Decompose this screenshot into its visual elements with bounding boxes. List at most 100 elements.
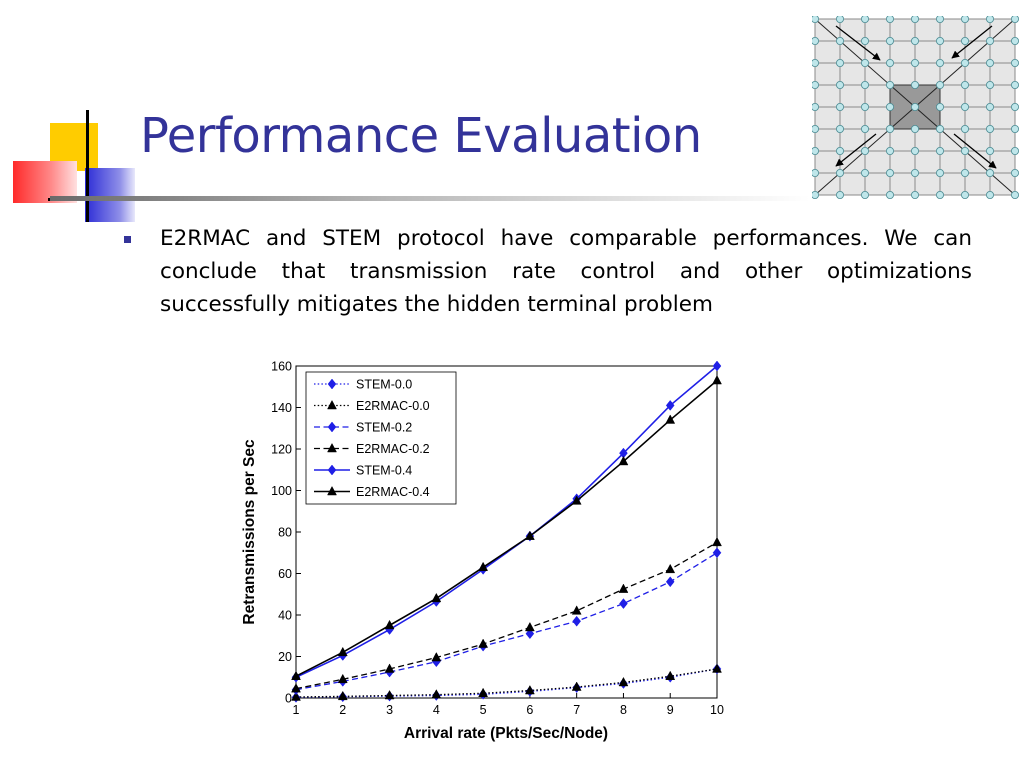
data-point-triangle — [337, 673, 348, 684]
series-line — [295, 365, 718, 678]
grid-node — [985, 36, 994, 45]
legend-label: STEM-0.2 — [356, 421, 412, 435]
grid-node — [812, 37, 819, 45]
legend-entry: STEM-0.0 — [314, 378, 412, 392]
grid-node — [911, 103, 920, 112]
data-point-triangle — [618, 455, 629, 466]
data-point-diamond — [619, 598, 628, 609]
legend-label: E2RMAC-0.4 — [356, 485, 430, 499]
grid-node — [911, 168, 920, 177]
data-point-triangle — [291, 683, 301, 693]
x-tick-label: 4 — [433, 703, 440, 717]
grid-node — [835, 103, 844, 112]
grid-node — [911, 59, 920, 68]
grid-node — [985, 103, 994, 112]
data-point-triangle — [665, 414, 676, 424]
data-point-triangle — [478, 638, 489, 648]
grid-node — [812, 81, 819, 89]
data-point-triangle — [618, 676, 629, 687]
grid-node — [985, 81, 994, 90]
grid-node — [886, 103, 895, 112]
legend-entry: E2RMAC-0.2 — [314, 442, 430, 456]
grid-node — [1010, 146, 1019, 155]
grid-node — [936, 168, 945, 177]
grid-node — [812, 103, 819, 111]
y-tick-label: 120 — [271, 443, 292, 457]
series-line — [295, 379, 718, 677]
grid-node — [886, 16, 894, 23]
grid-node — [812, 169, 819, 177]
grid-node — [812, 125, 819, 133]
grid-node — [911, 190, 920, 199]
grid-node — [1010, 168, 1019, 177]
grid-node — [1010, 125, 1019, 134]
grid-node — [861, 146, 870, 155]
series-line — [295, 668, 718, 698]
data-point-triangle — [478, 561, 489, 572]
grid-node — [1010, 81, 1019, 90]
series-line — [295, 541, 718, 690]
bullet-list: E2RMAC and STEM protocol have comparable… — [122, 222, 972, 321]
grid-node — [1010, 59, 1019, 68]
grid-node — [960, 146, 969, 155]
data-point-diamond — [327, 378, 337, 390]
data-point-diamond — [327, 464, 337, 476]
grid-node — [960, 36, 969, 45]
data-point-triangle — [524, 530, 535, 540]
legend-entry: E2RMAC-0.0 — [314, 399, 430, 413]
deco-vertical-line — [86, 110, 89, 222]
grid-node — [911, 125, 920, 134]
grid-node — [835, 36, 844, 45]
grid-node — [936, 146, 945, 155]
grid-node — [911, 81, 920, 90]
grid-node — [812, 191, 819, 199]
series-e2rmac-0-4 — [291, 374, 722, 680]
grid-node — [886, 36, 895, 45]
grid-node — [985, 168, 994, 177]
data-point-triangle — [384, 689, 395, 700]
data-point-triangle — [384, 663, 395, 673]
retransmission-chart: 0 20 40 60 80 100 120 140 160 1 2 3 4 5 6 7 8 9 10 Arriva… — [241, 360, 724, 743]
grid-node — [861, 36, 870, 45]
grid-node — [936, 16, 944, 23]
grid-node — [960, 125, 969, 134]
data-point-triangle — [327, 442, 337, 453]
grid-node — [886, 190, 895, 199]
data-point-triangle — [665, 563, 676, 574]
legend-entry: STEM-0.2 — [314, 421, 412, 435]
x-tick-label: 8 — [620, 703, 627, 717]
grid-node — [985, 125, 994, 134]
x-tick-label: 9 — [667, 703, 674, 717]
y-tick-label: 140 — [271, 401, 292, 415]
bullet-text: E2RMAC and STEM protocol have comparable… — [160, 226, 972, 317]
y-tick-label: 80 — [278, 526, 292, 540]
y-tick-label: 20 — [278, 650, 292, 664]
grid-node — [911, 16, 919, 23]
grid-node — [886, 125, 895, 134]
grid-node — [1010, 190, 1019, 199]
grid-node — [1010, 103, 1019, 112]
grid-node — [886, 81, 895, 90]
grid-node — [936, 59, 945, 68]
data-point-triangle — [384, 619, 395, 630]
legend-label: E2RMAC-0.0 — [356, 399, 430, 413]
data-point-triangle — [524, 621, 535, 632]
grid-node — [985, 190, 994, 199]
network-grid-diagram-icon — [812, 16, 1019, 199]
y-tick-label: 160 — [271, 360, 292, 374]
data-point-triangle — [571, 681, 582, 691]
grid-node — [861, 125, 870, 134]
data-point-triangle — [712, 536, 722, 547]
legend-box — [305, 371, 457, 505]
grid-node — [985, 146, 994, 155]
y-tick-label: 100 — [271, 484, 292, 498]
legend-label: STEM-0.0 — [356, 378, 412, 392]
x-tick-label: 1 — [293, 703, 300, 717]
data-point-triangle — [712, 663, 722, 673]
grid-node — [886, 59, 895, 68]
legend-entry: STEM-0.4 — [314, 464, 412, 478]
data-point-triangle — [571, 605, 582, 615]
data-point-triangle — [327, 485, 337, 496]
grid-node — [936, 81, 945, 90]
data-point-triangle — [712, 374, 722, 385]
